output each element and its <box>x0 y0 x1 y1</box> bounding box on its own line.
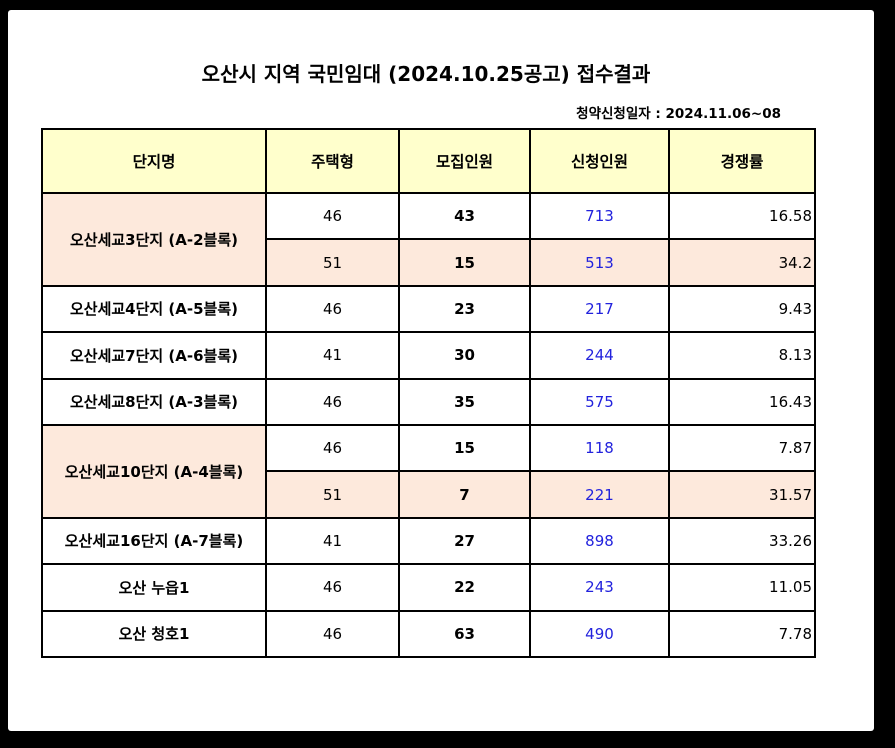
header-competition-rate: 경쟁률 <box>668 128 816 194</box>
table-row: 오산세교8단지 (A-3블록) 46 35 575 16.43 <box>41 377 816 426</box>
header-housing-type: 주택형 <box>265 128 400 194</box>
recruit-count: 30 <box>398 331 531 380</box>
housing-type: 46 <box>265 563 400 612</box>
table-row: 오산세교4단지 (A-5블록) 46 23 217 9.43 <box>41 284 816 334</box>
complex-name: 오산세교8단지 (A-3블록) <box>41 377 267 426</box>
housing-type: 51 <box>265 238 400 287</box>
applicant-count: 118 <box>529 423 670 473</box>
housing-type: 51 <box>265 470 400 519</box>
recruit-count: 27 <box>398 516 531 566</box>
table-row: 오산세교7단지 (A-6블록) 41 30 244 8.13 <box>41 331 816 380</box>
table-row: 오산세교3단지 (A-2블록) 46 43 713 16.58 <box>41 191 816 287</box>
page-title: 오산시 지역 국민임대 (2024.10.25공고) 접수결과 <box>8 58 874 87</box>
housing-type: 41 <box>265 331 400 380</box>
recruit-count: 15 <box>398 423 531 473</box>
competition-rate: 33.26 <box>668 516 816 566</box>
housing-type: 46 <box>265 284 400 334</box>
applicant-count: 713 <box>529 191 670 241</box>
page-title-text: 오산시 지역 국민임대 (2024.10.25공고) 접수결과 <box>201 62 651 86</box>
table-row: 51 7 221 31.57 <box>42 470 816 519</box>
header-recruit-count: 모집인원 <box>398 128 531 194</box>
applicant-count: 244 <box>529 331 670 380</box>
applicant-count: 513 <box>529 238 670 287</box>
applicant-count: 243 <box>529 563 670 612</box>
application-period: 청약신청일자 : 2024.11.06~08 <box>576 106 781 122</box>
competition-rate: 16.58 <box>668 191 816 241</box>
complex-name: 오산세교7단지 (A-6블록) <box>41 331 267 380</box>
housing-type: 46 <box>265 609 400 658</box>
header-applicant-count: 신청인원 <box>529 128 670 194</box>
complex-name: 오산세교16단지 (A-7블록) <box>41 516 267 566</box>
header-row: 단지명 주택형 모집인원 신청인원 경쟁률 <box>41 128 816 194</box>
housing-type: 46 <box>265 377 400 426</box>
complex-name: 오산 청호1 <box>41 609 267 658</box>
complex-name: 오산 누읍1 <box>41 563 267 612</box>
complex-name: 오산세교3단지 (A-2블록) <box>41 192 267 287</box>
applicant-count: 490 <box>529 609 670 658</box>
table-row: 51 15 513 34.2 <box>42 238 816 287</box>
competition-rate: 34.2 <box>668 238 816 287</box>
recruit-count: 23 <box>398 284 531 334</box>
applicant-count: 221 <box>529 470 670 519</box>
complex-name: 오산세교4단지 (A-5블록) <box>41 284 267 334</box>
applicant-count: 898 <box>529 516 670 566</box>
recruit-count: 15 <box>398 238 531 287</box>
complex-name: 오산세교10단지 (A-4블록) <box>41 423 267 519</box>
recruit-count: 35 <box>398 377 531 426</box>
recruit-count: 22 <box>398 563 531 612</box>
competition-rate: 7.87 <box>668 423 816 473</box>
competition-rate: 16.43 <box>668 377 816 426</box>
recruit-count: 7 <box>398 470 531 519</box>
recruit-count: 63 <box>398 609 531 658</box>
competition-rate: 31.57 <box>668 470 816 519</box>
table-row: 오산 누읍1 46 22 243 11.05 <box>41 563 816 612</box>
competition-rate: 11.05 <box>668 563 816 612</box>
document-page: 오산시 지역 국민임대 (2024.10.25공고) 접수결과 청약신청일자 :… <box>8 10 874 731</box>
header-complex-name: 단지명 <box>41 128 267 194</box>
results-table: 단지명 주택형 모집인원 신청인원 경쟁률 오산세교3단지 (A-2블록) 46… <box>41 128 816 658</box>
recruit-count: 43 <box>398 191 531 241</box>
table-row: 오산세교16단지 (A-7블록) 41 27 898 33.26 <box>41 516 816 566</box>
housing-type: 46 <box>265 423 400 473</box>
housing-type: 46 <box>265 191 400 241</box>
competition-rate: 8.13 <box>668 331 816 380</box>
table-row: 오산 청호1 46 63 490 7.78 <box>41 609 816 658</box>
competition-rate: 7.78 <box>668 609 816 658</box>
applicant-count: 217 <box>529 284 670 334</box>
table-row: 오산세교10단지 (A-4블록) 46 15 118 7.87 <box>41 423 816 519</box>
competition-rate: 9.43 <box>668 284 816 334</box>
housing-type: 41 <box>265 516 400 566</box>
applicant-count: 575 <box>529 377 670 426</box>
